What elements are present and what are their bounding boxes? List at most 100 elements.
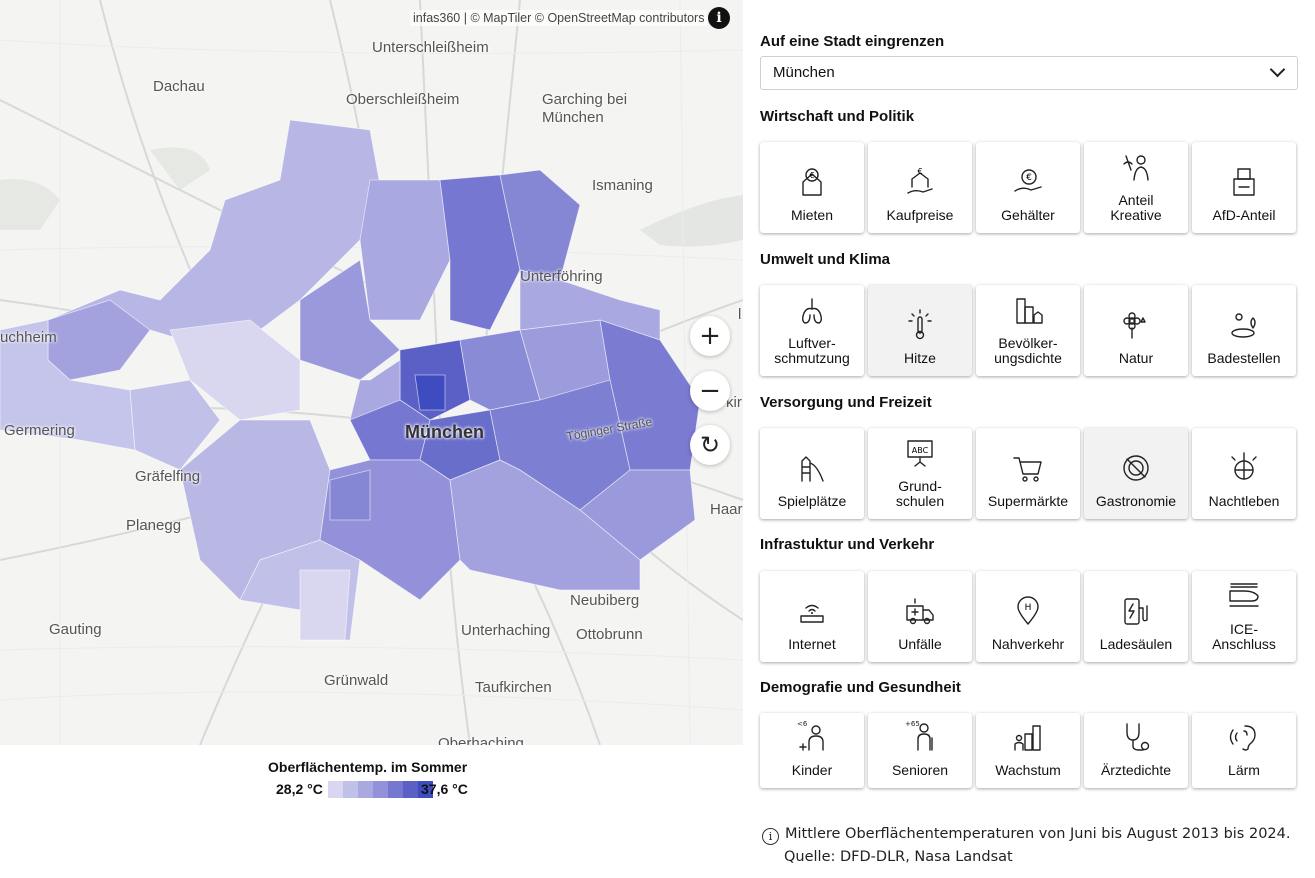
district[interactable] (299, 569, 351, 641)
city-select[interactable]: München (760, 56, 1298, 90)
zoom-in-button[interactable]: + (690, 316, 730, 356)
indicator-label: Gehälter (1001, 207, 1055, 223)
indicator-label: Luftver- schmutzung (774, 335, 850, 366)
indicator-tile-kaufpreise[interactable]: € Kaufpreise (868, 142, 972, 233)
group-title: Umwelt und Klima (760, 251, 891, 268)
footnote-line-1: Mittlere Oberflächentemperaturen von Jun… (785, 826, 1291, 842)
indicator-label: Kaufpreise (886, 207, 954, 223)
indicator-row: Spielplätze ABC Grund- schulen Supermärkte G… (760, 428, 1296, 519)
district[interactable] (169, 319, 301, 421)
indicator-tile-bevölker-ungsdichte[interactable]: Bevölker- ungsdichte (976, 285, 1080, 376)
district[interactable] (414, 374, 446, 411)
indicator-tile-afd-anteil[interactable]: AfD-Anteil (1192, 142, 1296, 233)
indicator-label: AfD-Anteil (1212, 207, 1276, 223)
place-label: Unterföhring (520, 268, 603, 285)
lungs-icon (795, 293, 829, 336)
indicator-label: Supermärkte (987, 493, 1069, 509)
indicator-label: Unfälle (898, 636, 942, 652)
district[interactable] (579, 469, 696, 561)
indicator-label: Natur (1118, 350, 1154, 366)
svg-text:H: H (1025, 603, 1032, 613)
indicator-label: Grund- schulen (895, 478, 945, 509)
indicator-tile-unfälle[interactable]: Unfälle (868, 571, 972, 662)
indicator-tile-ladesäulen[interactable]: Ladesäulen (1084, 571, 1188, 662)
stethoscope-icon (1119, 720, 1153, 763)
senior-over-65-icon: +65 (903, 720, 937, 763)
place-label: uchheim (0, 329, 57, 346)
info-icon[interactable]: i (708, 7, 730, 29)
indicator-label: Lärm (1228, 762, 1260, 778)
indicator-tile-natur[interactable]: Natur (1084, 285, 1188, 376)
indicator-tile-badestellen[interactable]: Badestellen (1192, 285, 1296, 376)
map-attribution[interactable]: infas360 | © MapTiler © OpenStreetMap co… (410, 10, 708, 26)
place-label: l (738, 306, 742, 323)
city-filter-label: Auf eine Stadt eingrenzen (760, 33, 945, 50)
indicator-tile-internet[interactable]: Internet (760, 571, 864, 662)
indicator-tile-ice-anschluss[interactable]: ICE- Anschluss (1192, 571, 1296, 662)
indicator-row: Internet Unfälle H Nahverkehr Ladesäulen ICE-… (760, 571, 1296, 662)
indicator-tile-nahverkehr[interactable]: H Nahverkehr (976, 571, 1080, 662)
place-label: Unterschleißheim (372, 39, 489, 56)
high-speed-train-icon (1227, 579, 1261, 622)
indicator-tile-lärm[interactable]: Lärm (1192, 713, 1296, 788)
growth-bars-people-icon (1011, 720, 1045, 763)
indicator-row: <6 Kinder +65 Senioren Wachstum Ärztedichte Lä… (760, 713, 1296, 788)
indicator-tile-hitze[interactable]: Hitze (868, 285, 972, 376)
creative-person-icon (1119, 150, 1153, 193)
city-select-value: München (773, 64, 835, 81)
footnote: i Mittlere Oberflächentemperaturen von Ju… (762, 823, 1302, 869)
legend-min: 28,2 °C (276, 781, 323, 797)
zoom-out-button[interactable]: − (690, 371, 730, 411)
indicator-tile-ärztedichte[interactable]: Ärztedichte (1084, 713, 1188, 788)
indicator-label: Gastronomie (1095, 493, 1177, 509)
footnote-source: Quelle: DFD-DLR, Nasa Landsat (784, 849, 1013, 865)
district-polygons[interactable] (0, 119, 701, 641)
place-label: Gräfelfing (135, 468, 201, 485)
indicator-tile-wachstum[interactable]: Wachstum (976, 713, 1080, 788)
indicator-tile-grund-schulen[interactable]: ABC Grund- schulen (868, 428, 972, 519)
indicator-tile-gastronomie[interactable]: Gastronomie (1084, 428, 1188, 519)
legend-swatch (343, 781, 358, 798)
indicator-label: Nahverkehr (991, 636, 1065, 652)
map-canvas[interactable] (0, 0, 743, 745)
indicator-tile-gehälter[interactable]: € Gehälter (976, 142, 1080, 233)
place-label: Oberschleißheim (346, 91, 460, 108)
place-label: Gauting (49, 621, 102, 638)
indicator-tile-senioren[interactable]: +65 Senioren (868, 713, 972, 788)
indicator-tile-nachtleben[interactable]: Nachtleben (1192, 428, 1296, 519)
district[interactable] (349, 359, 401, 421)
group-title: Versorgung und Freizeit (760, 394, 932, 411)
indicator-label: Internet (788, 636, 836, 652)
indicator-label: Ladesäulen (1099, 636, 1173, 652)
indicator-tile-spielplätze[interactable]: Spielplätze (760, 428, 864, 519)
district[interactable] (329, 469, 371, 521)
district[interactable] (449, 459, 641, 591)
legend-swatch (403, 781, 418, 798)
indicator-tile-mieten[interactable]: € Mieten (760, 142, 864, 233)
place-label: Garching bei (542, 91, 628, 108)
indicator-label: Kinder (791, 762, 833, 778)
district[interactable] (129, 379, 221, 471)
indicator-label: Senioren (891, 762, 949, 778)
indicator-label: Badestellen (1207, 350, 1281, 366)
indicator-label: Anteil Kreative (1110, 192, 1162, 223)
forest-area (640, 195, 743, 247)
indicator-tile-supermärkte[interactable]: Supermärkte (976, 428, 1080, 519)
hand-coin-icon: € (1011, 165, 1045, 208)
indicator-tile-anteilkreative[interactable]: Anteil Kreative (1084, 142, 1188, 233)
district[interactable] (499, 169, 581, 281)
flower-icon (1119, 308, 1153, 351)
indicator-tile-kinder[interactable]: <6 Kinder (760, 713, 864, 788)
indicator-label: Hitze (904, 350, 936, 366)
map[interactable]: Unterschleißheim Dachau Oberschleißheim … (0, 0, 743, 745)
place-label: Germering (4, 422, 75, 439)
lake-sun-icon (1227, 308, 1261, 351)
indicator-label: Nachtleben (1208, 493, 1280, 509)
place-label: Ismaning (592, 177, 653, 194)
thermometer-sun-icon (903, 308, 937, 351)
indicator-tile-luftver-schmutzung[interactable]: Luftver- schmutzung (760, 285, 864, 376)
reset-view-button[interactable]: ↻ (690, 425, 730, 465)
district[interactable] (359, 179, 451, 321)
place-label: München (542, 109, 604, 126)
ear-sound-icon (1227, 720, 1261, 763)
